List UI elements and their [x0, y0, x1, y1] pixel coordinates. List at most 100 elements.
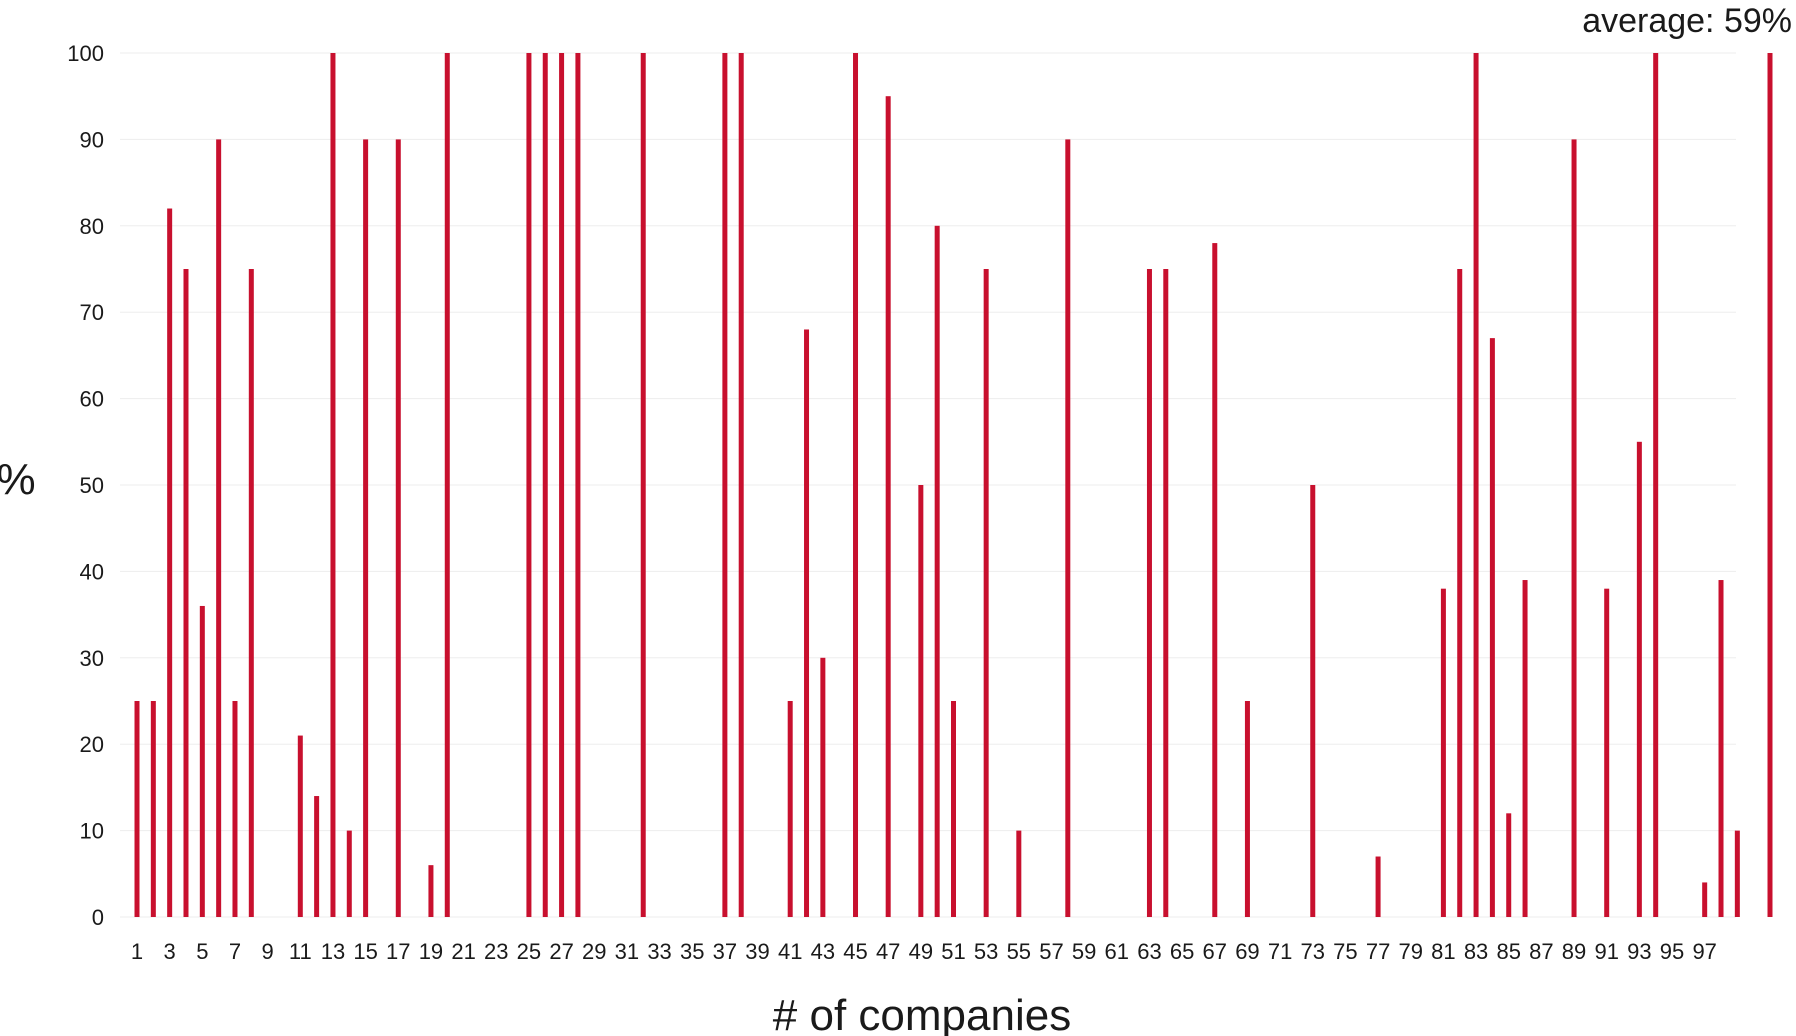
- bar-20: [444, 53, 450, 917]
- bar-27: [559, 53, 565, 917]
- x-tick-label: 35: [680, 939, 704, 964]
- x-tick-label: 43: [811, 939, 835, 964]
- x-tick-label: 31: [615, 939, 639, 964]
- bar-77: [1375, 856, 1381, 917]
- x-axis-label: # of companies: [773, 991, 1071, 1036]
- bar-93: [1636, 441, 1642, 917]
- bar-89: [1571, 139, 1577, 917]
- x-tick-label: 41: [778, 939, 802, 964]
- bar-64: [1163, 269, 1169, 917]
- x-tick-label: 33: [647, 939, 671, 964]
- x-tick-label: 13: [321, 939, 345, 964]
- x-tick-label: 59: [1072, 939, 1096, 964]
- x-tick-label: 49: [909, 939, 933, 964]
- bar-7: [232, 701, 238, 917]
- bar-37: [722, 53, 728, 917]
- y-tick-label: 100: [67, 41, 104, 66]
- x-tick-label: 7: [229, 939, 241, 964]
- bar-82: [1457, 269, 1463, 917]
- y-tick-label: 40: [80, 559, 104, 584]
- bar-73: [1310, 485, 1316, 917]
- y-tick-label: 20: [80, 732, 104, 757]
- bar-5: [199, 605, 205, 917]
- x-tick-label: 89: [1562, 939, 1586, 964]
- bar-25: [526, 53, 532, 917]
- gridlines: [120, 52, 1736, 918]
- bars: [134, 53, 1773, 918]
- x-tick-label: 85: [1496, 939, 1520, 964]
- bar-1: [134, 701, 140, 917]
- bar-45: [853, 53, 859, 917]
- bar-50: [934, 225, 940, 918]
- bar-15: [363, 139, 369, 917]
- bar-13: [330, 53, 336, 917]
- bar-3: [167, 208, 173, 917]
- bar-28: [575, 53, 581, 917]
- x-tick-label: 19: [419, 939, 443, 964]
- x-tick-label: 57: [1039, 939, 1063, 964]
- x-tick-label: 27: [549, 939, 573, 964]
- y-tick-label: 90: [80, 127, 104, 152]
- x-tick-label: 63: [1137, 939, 1161, 964]
- x-tick-label: 87: [1529, 939, 1553, 964]
- x-tick-label: 91: [1594, 939, 1618, 964]
- y-tick-label: 60: [80, 387, 104, 412]
- bar-81: [1440, 588, 1446, 917]
- x-tick-label: 3: [164, 939, 176, 964]
- bar-47: [885, 96, 891, 917]
- bar-85: [1506, 813, 1512, 917]
- x-tick-label: 21: [451, 939, 475, 964]
- bar-4: [183, 269, 189, 917]
- bar-49: [918, 485, 924, 917]
- bar-12: [314, 796, 320, 917]
- x-tick-label: 47: [876, 939, 900, 964]
- y-tick-label: 0: [92, 905, 104, 930]
- x-tick-label: 17: [386, 939, 410, 964]
- bar-55: [1016, 830, 1022, 917]
- x-tick-label: 97: [1692, 939, 1716, 964]
- bar-8: [248, 269, 254, 917]
- x-tick-label: 23: [484, 939, 508, 964]
- bar-2: [150, 701, 156, 917]
- bar-32: [640, 53, 646, 917]
- x-tick-label: 83: [1464, 939, 1488, 964]
- x-tick-label: 71: [1268, 939, 1292, 964]
- x-tick-label: 79: [1398, 939, 1422, 964]
- bar-97: [1702, 882, 1708, 917]
- bar-43: [820, 657, 826, 917]
- y-tick-label: 10: [80, 819, 104, 844]
- y-tick-label: 30: [80, 646, 104, 671]
- bar-undefined: [1734, 830, 1740, 917]
- x-tick-label: 75: [1333, 939, 1357, 964]
- bar-63: [1146, 269, 1152, 917]
- bar-undefined: [1767, 53, 1773, 917]
- bar-6: [216, 139, 222, 917]
- y-tick-label: 70: [80, 300, 104, 325]
- bar-26: [542, 53, 548, 917]
- bar-83: [1473, 53, 1479, 917]
- x-tick-label: 95: [1660, 939, 1684, 964]
- x-tick-label: 53: [974, 939, 998, 964]
- x-tick-label: 5: [196, 939, 208, 964]
- x-tick-label: 73: [1301, 939, 1325, 964]
- x-tick-label: 55: [1007, 939, 1031, 964]
- x-tick-label: 51: [941, 939, 965, 964]
- x-tick-label: 61: [1105, 939, 1129, 964]
- bar-86: [1522, 580, 1528, 917]
- x-tick-label: 65: [1170, 939, 1194, 964]
- bar-84: [1489, 338, 1495, 917]
- bar-94: [1653, 53, 1659, 917]
- x-tick-label: 11: [289, 939, 312, 964]
- bar-51: [951, 701, 956, 917]
- bar-69: [1244, 701, 1250, 917]
- x-tick-label: 39: [745, 939, 769, 964]
- x-tick-label: 67: [1203, 939, 1227, 964]
- x-tick-label: 77: [1366, 939, 1390, 964]
- y-axis-ticks: 0 10 20 30 40 50 60 70 80 90 100: [67, 41, 104, 930]
- bar-38: [738, 53, 744, 917]
- bar-11: [297, 735, 303, 917]
- bar-58: [1065, 139, 1071, 917]
- average-annotation: average: 59%: [1582, 2, 1792, 40]
- bar-41: [787, 701, 793, 917]
